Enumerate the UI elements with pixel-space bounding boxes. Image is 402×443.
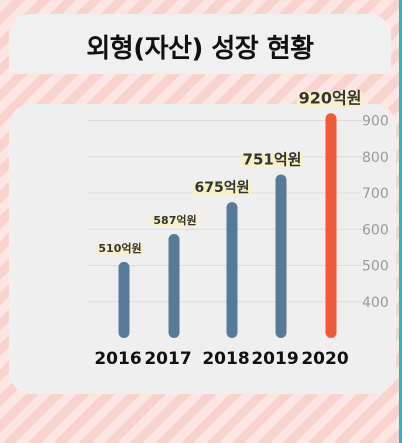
- value-label-2020: 920억원: [299, 88, 362, 107]
- value-label-2017: 587억원: [153, 213, 196, 227]
- y-tick-label: 500: [362, 259, 389, 275]
- x-tick-label: 2019: [251, 349, 298, 369]
- y-tick-label: 700: [362, 186, 389, 202]
- value-label-bg: [296, 91, 364, 107]
- value-label-2018: 675억원: [195, 180, 250, 196]
- value-label-bg: [240, 153, 304, 168]
- value-label-bg: [192, 181, 252, 196]
- bar-2018: [226, 202, 238, 338]
- y-tick-label: 800: [362, 150, 389, 166]
- value-label-bg: [96, 243, 144, 255]
- x-tick-label: 2020: [301, 349, 348, 369]
- y-tick-label: 600: [362, 222, 389, 238]
- title-card: 외형(자산) 성장 현황: [9, 14, 391, 74]
- bar-2016: [118, 261, 130, 338]
- x-tick-label: 2018: [202, 349, 249, 369]
- bar-2020: [325, 113, 337, 338]
- x-tick-label: 2016: [94, 349, 141, 369]
- x-tick-label: 2017: [144, 349, 191, 369]
- bar-2019: [275, 174, 287, 338]
- y-tick-label: 900: [362, 114, 389, 130]
- right-edge-stripe: [399, 0, 402, 443]
- page-title: 외형(자산) 성장 현황: [86, 34, 314, 64]
- value-label-bg: [151, 216, 199, 227]
- y-tick-label: 400: [362, 295, 389, 311]
- value-label-2019: 751억원: [243, 151, 302, 169]
- bar-2017: [168, 233, 180, 338]
- value-label-2016: 510억원: [98, 241, 141, 255]
